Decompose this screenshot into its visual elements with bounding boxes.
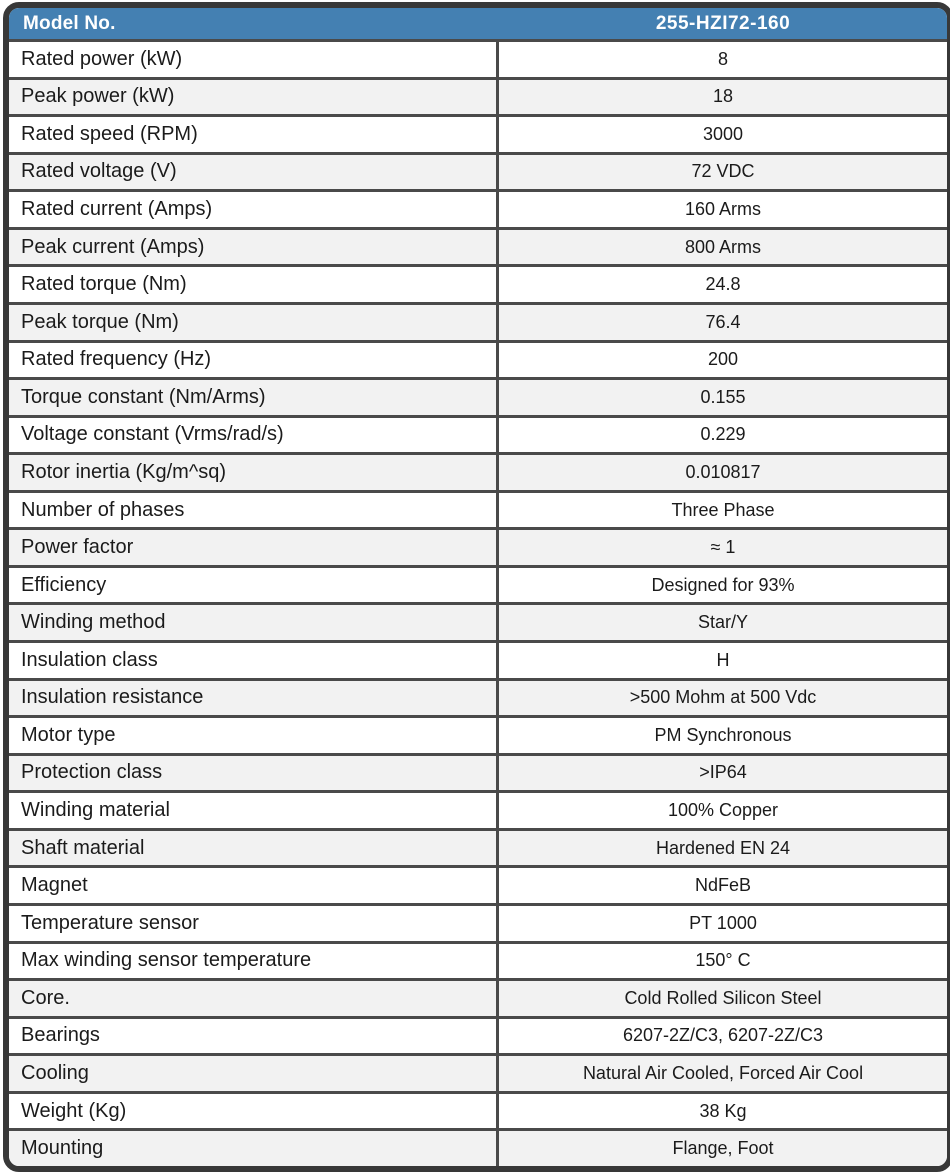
spec-label: Magnet xyxy=(9,868,499,903)
spec-value: Flange, Foot xyxy=(672,1138,774,1159)
spec-label: Peak torque (Nm) xyxy=(9,304,499,340)
spec-value: Three Phase xyxy=(671,499,775,520)
spec-label: Max winding sensor temperature xyxy=(9,943,499,979)
table-row: Bearings 6207-2Z/C3, 6207-2Z/C3 xyxy=(9,1015,947,1054)
spec-value: Star/Y xyxy=(697,612,749,633)
spec-value: PM Synchronous xyxy=(654,724,792,745)
spec-value: PT 1000 xyxy=(689,912,757,933)
spec-label: Bearings xyxy=(9,1018,499,1054)
table-row: Number of phases Three Phase xyxy=(9,489,947,528)
spec-label: Rated power (kW) xyxy=(9,42,499,77)
spec-value: 0.229 xyxy=(700,424,746,445)
spec-value: >500 Mohm at 500 Vdc xyxy=(629,687,817,708)
table-row: Rated power (kW) 8 xyxy=(9,39,947,77)
table-row: Cooling Natural Air Cooled, Forced Air Co… xyxy=(9,1053,947,1091)
spec-value: Natural Air Cooled, Forced Air Cool xyxy=(582,1062,864,1083)
spec-label: Number of phases xyxy=(9,492,499,528)
table-row: Peak power (kW) 18 xyxy=(9,76,947,115)
table-row: Insulation class H xyxy=(9,640,947,678)
spec-value: 8 xyxy=(717,48,728,69)
table-row: Shaft material Hardened EN 24 xyxy=(9,827,947,866)
table-header-row: Model No. 255-HZI72-160 xyxy=(9,8,947,39)
spec-value: ≈ 1 xyxy=(710,537,736,558)
spec-value: 72 VDC xyxy=(691,161,755,182)
table-row: Magnet NdFeB xyxy=(9,865,947,903)
spec-value: H xyxy=(716,649,730,670)
table-row: Power factor ≈ 1 xyxy=(9,527,947,565)
motor-spec-table: Model No. 255-HZI72-160 Rated power (kW)… xyxy=(3,2,950,1172)
table-row: Voltage constant (Vrms/rad/s) 0.229 xyxy=(9,414,947,453)
table-row: Protection class >IP64 xyxy=(9,752,947,791)
spec-label: Peak power (kW) xyxy=(9,79,499,115)
header-model-no-label: Model No. xyxy=(23,12,116,34)
table-row: Peak current (Amps) 800 Arms xyxy=(9,226,947,265)
table-row: Rotor inertia (Kg/m^sq) 0.010817 xyxy=(9,452,947,490)
spec-label: Weight (Kg) xyxy=(9,1093,499,1129)
table-row: Temperature sensor PT 1000 xyxy=(9,902,947,941)
spec-label: Rated voltage (V) xyxy=(9,154,499,190)
spec-value: Hardened EN 24 xyxy=(655,837,791,858)
spec-value: 0.010817 xyxy=(685,461,761,482)
spec-label: Voltage constant (Vrms/rad/s) xyxy=(9,417,499,453)
spec-label: Torque constant (Nm/Arms) xyxy=(9,380,499,415)
spec-label: Rated torque (Nm) xyxy=(9,267,499,302)
spec-value: 100% Copper xyxy=(667,800,779,821)
table-row: Efficiency Designed for 93% xyxy=(9,564,947,603)
table-row: Peak torque (Nm) 76.4 xyxy=(9,301,947,340)
spec-label: Rated speed (RPM) xyxy=(9,117,499,152)
table-row: Mounting Flange, Foot xyxy=(9,1128,947,1166)
spec-label: Protection class xyxy=(9,755,499,791)
spec-value: NdFeB xyxy=(694,875,752,896)
table-row: Max winding sensor temperature 150° C xyxy=(9,940,947,979)
spec-label: Rated current (Amps) xyxy=(9,192,499,227)
spec-value: 0.155 xyxy=(700,386,746,407)
table-row: Rated torque (Nm) 24.8 xyxy=(9,264,947,302)
spec-label: Winding method xyxy=(9,605,499,640)
spec-label: Temperature sensor xyxy=(9,905,499,941)
spec-value: 6207-2Z/C3, 6207-2Z/C3 xyxy=(622,1025,824,1046)
spec-label: Insulation resistance xyxy=(9,680,499,716)
spec-label: Motor type xyxy=(9,718,499,753)
spec-label: Rated frequency (Hz) xyxy=(9,342,499,378)
spec-label: Power factor xyxy=(9,530,499,565)
spec-value: 200 xyxy=(707,349,739,370)
table-row: Motor type PM Synchronous xyxy=(9,715,947,753)
table-row: Torque constant (Nm/Arms) 0.155 xyxy=(9,377,947,415)
spec-value: Designed for 93% xyxy=(651,574,795,595)
spec-label: Efficiency xyxy=(9,567,499,603)
spec-value: 18 xyxy=(712,86,734,107)
table-row: Winding method Star/Y xyxy=(9,602,947,640)
spec-value: 160 Arms xyxy=(684,199,762,220)
spec-value: 800 Arms xyxy=(684,236,762,257)
spec-label: Core. xyxy=(9,981,499,1016)
spec-value: >IP64 xyxy=(699,762,747,783)
table-row: Rated current (Amps) 160 Arms xyxy=(9,189,947,227)
spec-label: Insulation class xyxy=(9,643,499,678)
spec-value: 24.8 xyxy=(705,274,741,295)
table-row: Rated frequency (Hz) 200 xyxy=(9,339,947,378)
table-row: Winding material 100% Copper xyxy=(9,790,947,828)
table-row: Rated voltage (V) 72 VDC xyxy=(9,151,947,190)
header-model-no-value: 255-HZI72-160 xyxy=(655,12,791,34)
spec-value: 38 Kg xyxy=(699,1100,747,1121)
spec-label: Winding material xyxy=(9,793,499,828)
table-body: Rated power (kW) 8 Peak power (kW) 18 Rated … xyxy=(9,39,947,1166)
table-row: Rated speed (RPM) 3000 xyxy=(9,114,947,152)
table-row: Insulation resistance >500 Mohm at 500 Vd… xyxy=(9,677,947,716)
table-row: Core. Cold Rolled Silicon Steel xyxy=(9,978,947,1016)
table-row: Weight (Kg) 38 Kg xyxy=(9,1090,947,1129)
spec-value: 76.4 xyxy=(705,311,741,332)
spec-label: Cooling xyxy=(9,1056,499,1091)
spec-label: Peak current (Amps) xyxy=(9,229,499,265)
spec-label: Mounting xyxy=(9,1131,499,1166)
spec-value: 3000 xyxy=(702,123,744,144)
spec-value: 150° C xyxy=(695,950,751,971)
spec-label: Shaft material xyxy=(9,830,499,866)
spec-value: Cold Rolled Silicon Steel xyxy=(624,987,822,1008)
spec-label: Rotor inertia (Kg/m^sq) xyxy=(9,455,499,490)
